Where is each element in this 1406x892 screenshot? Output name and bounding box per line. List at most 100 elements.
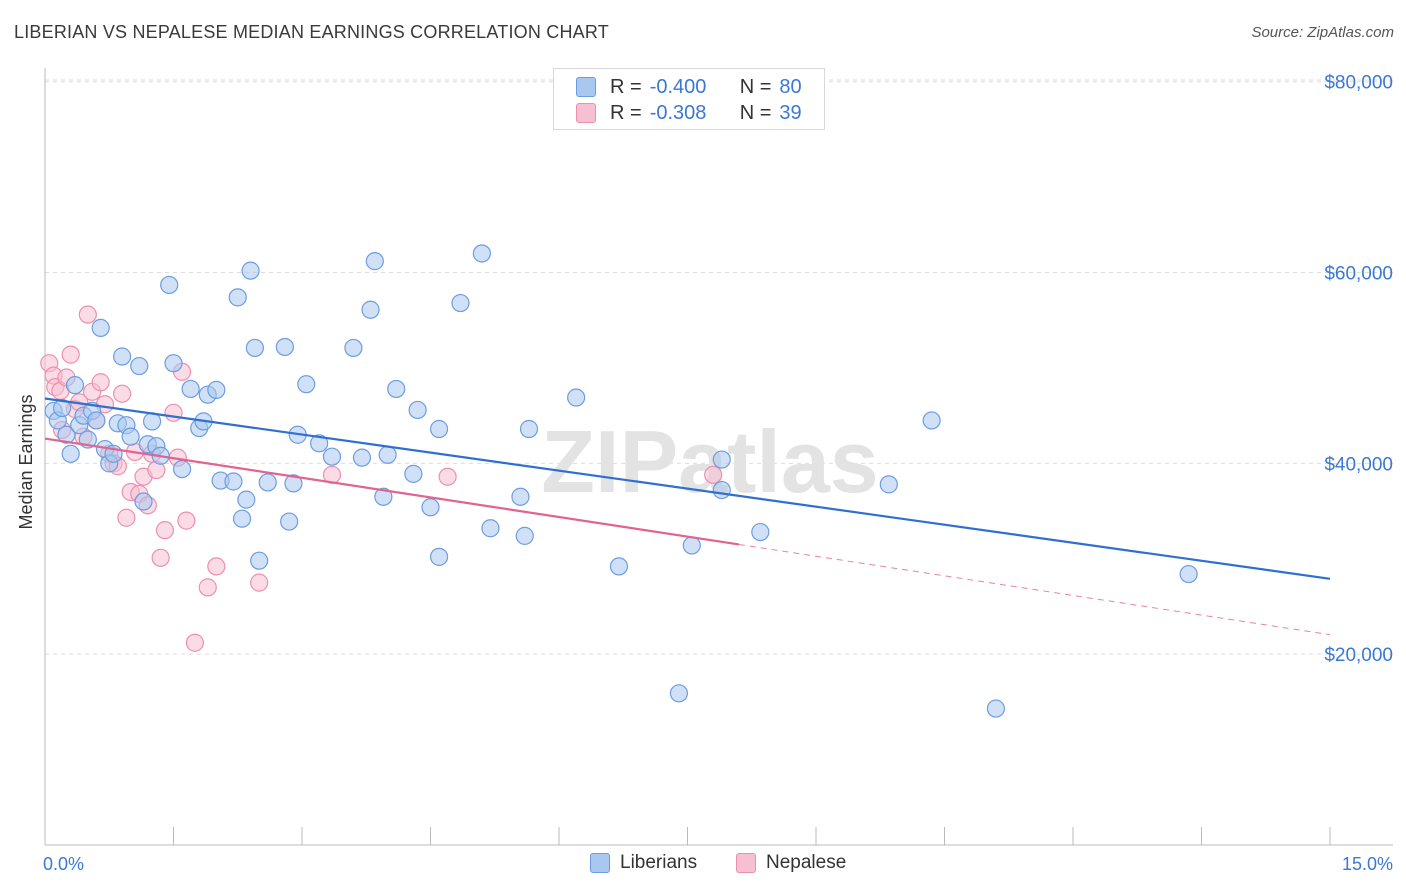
liberians-point xyxy=(297,375,316,394)
y-tick-label: $80,000 xyxy=(1324,73,1393,94)
liberians-point xyxy=(224,472,243,491)
chart-title: LIBERIAN VS NEPALESE MEDIAN EARNINGS COR… xyxy=(14,22,609,42)
liberians-swatch xyxy=(590,853,610,873)
liberians-point xyxy=(275,337,294,357)
legend-label: Liberians xyxy=(620,852,698,873)
liberians-point xyxy=(404,464,423,483)
x-tick-label-min: 0.0% xyxy=(43,854,84,874)
liberians-point xyxy=(451,293,470,313)
liberians-point xyxy=(344,338,363,358)
y-tick-label: $40,000 xyxy=(1324,454,1393,475)
nepalese-trend-extension xyxy=(738,543,1331,636)
liberians-point xyxy=(712,480,731,500)
r-label: R = xyxy=(610,101,642,124)
nepalese-point xyxy=(117,508,136,527)
liberians-point xyxy=(237,490,256,509)
nepalese-point xyxy=(198,578,217,597)
liberians-point xyxy=(712,450,731,469)
liberians-point xyxy=(61,444,80,463)
liberians-point xyxy=(511,487,530,506)
liberians-point xyxy=(284,474,303,493)
nepalese-point xyxy=(112,384,132,403)
nepalese-point xyxy=(61,345,80,364)
liberians-point xyxy=(172,459,192,479)
liberians-point xyxy=(408,400,427,420)
nepalese-point xyxy=(78,305,97,324)
series-legend: Liberians Nepalese xyxy=(0,852,1406,878)
liberians-point xyxy=(609,557,629,576)
y-tick-labels: $20,000 $40,000 $60,000 $80,000 xyxy=(1324,73,1393,666)
liberians-point xyxy=(121,427,140,446)
liberians-point xyxy=(751,522,770,542)
liberians-point xyxy=(232,509,252,528)
n-label: N = xyxy=(739,75,772,98)
liberians-point xyxy=(241,261,260,280)
y-tick-label: $60,000 xyxy=(1324,264,1393,285)
liberians-point xyxy=(112,347,132,366)
liberians-point xyxy=(134,492,153,511)
liberians-point xyxy=(374,487,393,506)
nepalese-swatch xyxy=(576,103,596,123)
liberians-point xyxy=(1179,564,1198,584)
nepalese-point xyxy=(250,573,269,592)
legend-item-liberians[interactable]: Liberians xyxy=(590,852,697,874)
nepalese-point xyxy=(164,403,183,422)
stats-legend: R = -0.400 N = 80 R = -0.308 N = 39 xyxy=(553,68,825,130)
liberians-point xyxy=(57,425,76,444)
nepalese-point xyxy=(207,557,226,576)
liberians-point xyxy=(481,519,500,538)
r-label: R = xyxy=(610,75,642,98)
liberians-point xyxy=(519,419,539,439)
liberians-point xyxy=(922,411,941,430)
axes xyxy=(44,68,1393,846)
liberians-point xyxy=(365,252,384,271)
liberians-point xyxy=(91,318,110,337)
n-label: N = xyxy=(739,101,772,124)
liberians-point xyxy=(87,411,106,430)
liberians-point xyxy=(387,379,406,399)
liberians-point xyxy=(310,434,329,453)
liberians-point xyxy=(250,551,269,570)
liberians-trend-line xyxy=(44,397,1331,580)
liberians-point xyxy=(258,473,277,492)
liberians-point xyxy=(378,445,397,464)
liberians-point xyxy=(429,419,449,439)
legend-label: Nepalese xyxy=(766,852,847,873)
liberians-point xyxy=(986,699,1006,718)
liberians-points xyxy=(44,244,1198,718)
liberians-point xyxy=(53,398,72,418)
nepalese-point xyxy=(438,467,457,486)
liberians-point xyxy=(879,475,898,494)
liberians-point xyxy=(472,244,491,263)
liberians-point xyxy=(160,275,179,295)
liberians-point xyxy=(130,356,149,376)
liberians-point xyxy=(352,448,372,467)
liberians-point xyxy=(322,447,342,466)
liberians-point xyxy=(181,379,200,399)
legend-item-nepalese[interactable]: Nepalese xyxy=(736,852,846,874)
x-tick-label-max: 15.0% xyxy=(1342,854,1393,874)
nepalese-swatch xyxy=(736,853,756,873)
liberians-point xyxy=(515,526,534,545)
r-value: -0.308 xyxy=(649,101,707,124)
liberians-point xyxy=(429,547,449,566)
liberians-point xyxy=(245,338,264,358)
source-credit: Source: ZipAtlas.com xyxy=(1251,24,1394,41)
nepalese-point xyxy=(155,521,175,540)
nepalese-trend-line xyxy=(44,437,740,546)
nepalese-point xyxy=(185,633,205,652)
nepalese-point xyxy=(91,373,110,392)
liberians-point xyxy=(669,684,689,703)
liberians-point xyxy=(567,388,586,407)
liberians-point xyxy=(65,376,85,395)
liberians-point xyxy=(207,380,226,400)
nepalese-point xyxy=(704,465,723,484)
liberians-point xyxy=(361,300,380,319)
liberians-point xyxy=(228,288,247,307)
r-value: -0.400 xyxy=(649,75,707,98)
y-tick-label: $20,000 xyxy=(1324,645,1393,666)
nepalese-point xyxy=(177,511,196,530)
liberians-swatch xyxy=(576,77,596,97)
liberians-point xyxy=(682,536,701,555)
